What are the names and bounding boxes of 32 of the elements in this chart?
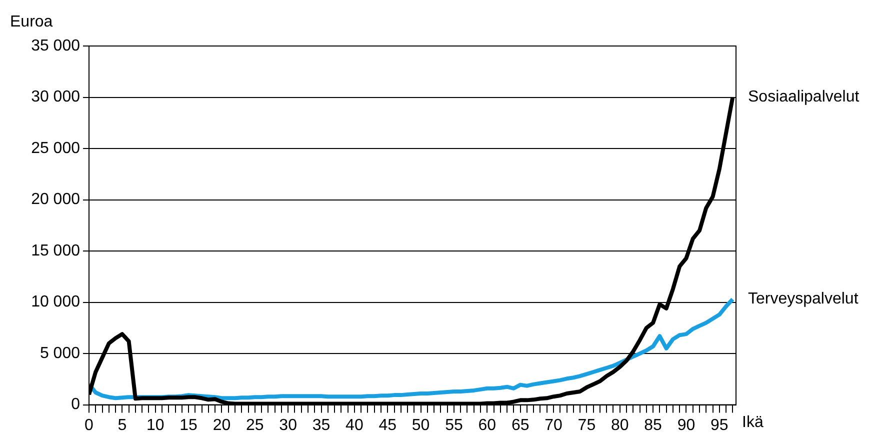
x-tick-label: 25 [246, 416, 264, 434]
y-tick-label: 25 000 [31, 140, 80, 157]
x-tick-label: 40 [346, 416, 364, 434]
series-label: Sosiaalipalvelut [748, 88, 860, 106]
y-tick-label: 20 000 [31, 191, 80, 208]
x-tick-label: 45 [378, 416, 397, 434]
y-tick-label: 15 000 [31, 242, 80, 260]
x-tick-label: 5 [118, 416, 127, 434]
y-tick-label: 10 000 [31, 294, 80, 311]
x-tick-label: 80 [610, 416, 629, 434]
series-label: Terveyspalvelut [748, 290, 859, 308]
y-tick-label: 35 000 [31, 37, 80, 54]
x-tick-label: 65 [511, 416, 530, 434]
x-tick-label: 95 [710, 416, 728, 434]
x-tick-label: 75 [578, 416, 596, 434]
y-tick-label: 0 [71, 396, 80, 414]
x-tick-label: 50 [412, 416, 430, 434]
x-axis-title: Ikä [742, 414, 764, 432]
y-tick-label: 5 000 [40, 344, 80, 362]
x-tick-label: 70 [544, 416, 563, 434]
x-tick-label: 20 [212, 416, 231, 434]
x-tick-label: 55 [445, 416, 463, 434]
x-tick-label: 30 [279, 416, 298, 434]
x-tick-label: 85 [644, 416, 662, 434]
y-tick-label: 30 000 [31, 88, 80, 106]
x-tick-label: 0 [84, 416, 94, 434]
x-tick-label: 15 [180, 416, 198, 434]
x-tick-label: 10 [146, 416, 164, 434]
x-tick-label: 90 [677, 416, 696, 434]
x-tick-label: 35 [312, 416, 330, 434]
y-axis-title: Euroa [10, 13, 53, 30]
x-tick-label: 60 [478, 416, 496, 434]
